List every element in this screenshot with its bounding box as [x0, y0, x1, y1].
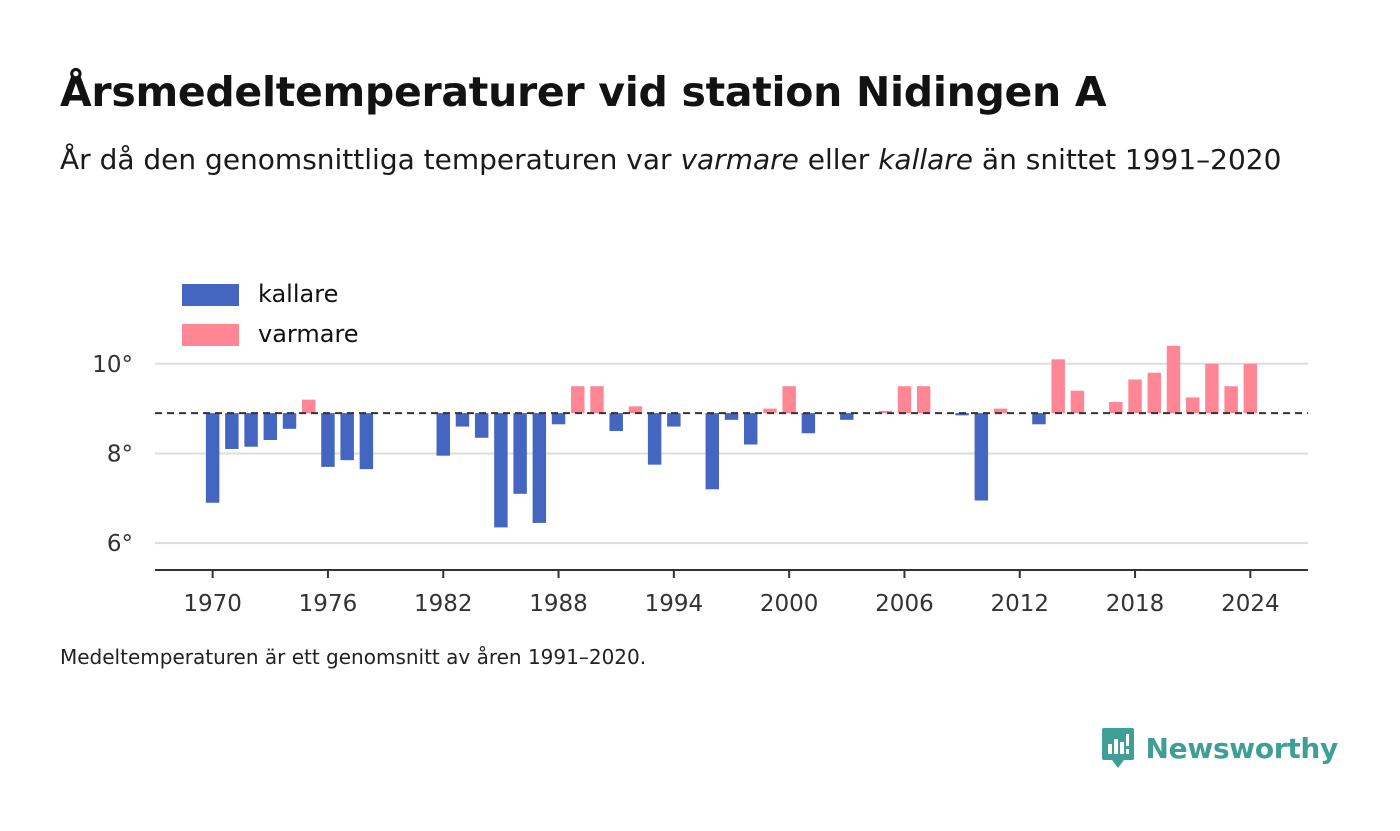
bar-warmer — [1070, 390, 1085, 414]
bar-colder — [667, 413, 681, 427]
y-tick-label: 6° — [107, 531, 133, 557]
bar-colder — [743, 413, 758, 445]
bar-warmer — [571, 386, 585, 414]
bar-colder — [974, 413, 989, 501]
bar-colder — [455, 413, 470, 427]
bar-colder — [801, 413, 816, 434]
bar-colder — [225, 413, 239, 449]
bar-warmer — [302, 399, 316, 414]
bar-colder — [705, 413, 720, 490]
x-tick-label: 2006 — [875, 591, 934, 617]
bar-colder — [474, 413, 489, 438]
bar-warmer — [763, 408, 777, 414]
bar-colder — [282, 413, 297, 429]
bar-colder — [724, 413, 739, 420]
x-tick-label: 2024 — [1221, 591, 1280, 617]
subtitle-part-3: än snittet 1991–2020 — [973, 143, 1282, 176]
bar-warmer — [897, 386, 912, 414]
x-axis-ticks: 1970 1976 1982 1988 1994 2000 2006 2012 2018 2024 — [183, 570, 1280, 617]
bar-colder — [513, 413, 527, 494]
legend-swatch-colder — [182, 284, 239, 306]
bar-warmer — [1128, 379, 1142, 414]
subtitle-colder: kallare — [878, 143, 974, 176]
x-tick-label: 2012 — [990, 591, 1049, 617]
bar-warmer — [1243, 363, 1258, 414]
bar-warmer — [1224, 386, 1238, 414]
subtitle-warmer: varmare — [680, 143, 799, 176]
bar-colder — [840, 413, 854, 420]
bar-colder — [609, 413, 623, 432]
legend-swatch-warmer — [182, 324, 239, 346]
bar-warmer — [1185, 397, 1200, 414]
brand-logo: Newsworthy — [1100, 726, 1338, 770]
bar-colder — [244, 413, 258, 447]
y-axis-ticks: 6° 8° 10° — [92, 352, 133, 557]
brand-name: Newsworthy — [1145, 731, 1339, 765]
bar-colder — [436, 413, 450, 456]
bar-warmer — [1109, 401, 1123, 414]
bar-colder — [263, 413, 278, 440]
bar-colder — [551, 413, 566, 425]
newsworthy-logo-icon — [1101, 728, 1134, 768]
legend-label-warmer: varmare — [258, 320, 359, 348]
page-title: Årsmedeltemperaturer vid station Nidinge… — [60, 68, 1107, 116]
bar-warmer — [878, 410, 892, 414]
bar-warmer — [782, 386, 796, 414]
bar-warmer — [1166, 345, 1181, 414]
x-tick-label: 1988 — [529, 591, 588, 617]
x-tick-label: 1970 — [183, 591, 242, 617]
bar-warmer — [1147, 372, 1161, 414]
chart-footnote: Medeltemperaturen är ett genomsnitt av å… — [60, 645, 647, 669]
chart-legend: kallare varmare — [175, 278, 375, 352]
bars — [205, 345, 1258, 528]
bar-colder — [532, 413, 547, 523]
chart-subtitle: År då den genomsnittliga temperaturen va… — [60, 138, 1300, 181]
bar-colder — [494, 413, 508, 528]
bar-warmer — [993, 408, 1008, 414]
bar-colder — [955, 413, 969, 416]
bar-colder — [359, 413, 374, 470]
x-tick-label: 1982 — [414, 591, 473, 617]
bar-warmer — [916, 386, 931, 414]
bar-warmer — [628, 406, 643, 414]
bar-warmer — [590, 386, 604, 414]
bar-colder — [1032, 413, 1046, 425]
bar-colder — [321, 413, 335, 467]
bar-colder — [205, 413, 220, 503]
legend-label-colder: kallare — [258, 280, 338, 308]
temperature-bar-chart: 1970 1976 1982 1988 1994 2000 2006 2012 2018 2024… — [92, 278, 1308, 617]
bar-warmer — [1051, 359, 1065, 414]
x-tick-label: 2000 — [760, 591, 819, 617]
subtitle-part-1: År då den genomsnittliga temperaturen va… — [60, 143, 681, 176]
bar-warmer — [1205, 363, 1219, 414]
x-tick-label: 1994 — [645, 591, 704, 617]
bar-colder — [647, 413, 662, 465]
subtitle-part-2: eller — [798, 143, 879, 176]
x-tick-label: 2018 — [1106, 591, 1165, 617]
bar-colder — [340, 413, 354, 461]
y-tick-label: 8° — [107, 441, 133, 467]
y-tick-label: 10° — [92, 352, 133, 378]
x-tick-label: 1976 — [299, 591, 358, 617]
